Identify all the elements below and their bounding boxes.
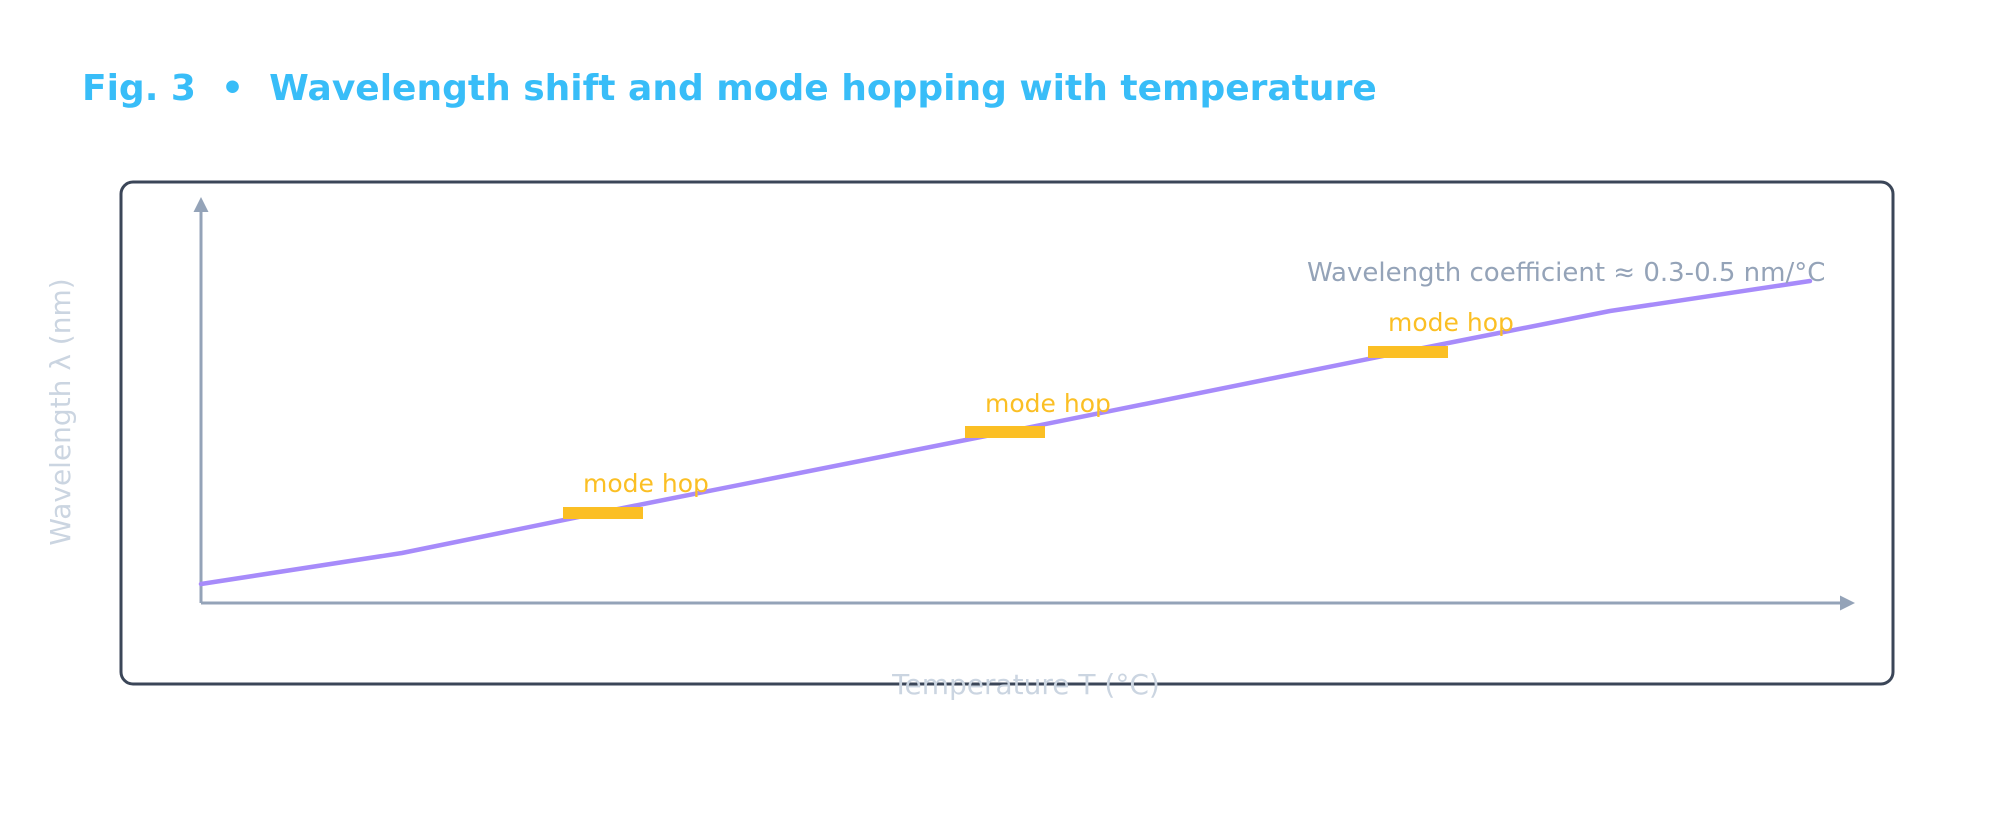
mode-hop-label-1: mode hop: [583, 469, 709, 498]
mode-hop-label-2: mode hop: [985, 389, 1111, 418]
mode-hop-marker-1: [563, 507, 643, 519]
mode-hop-marker-3: [1368, 346, 1448, 358]
mode-hop-marker-2: [965, 426, 1045, 438]
y-axis-label: Wavelength λ (nm): [44, 278, 77, 545]
figure-title: Fig. 3 • Wavelength shift and mode hoppi…: [82, 68, 1377, 109]
coefficient-label: Wavelength coefficient ≈ 0.3-0.5 nm/°C: [1307, 258, 1825, 288]
x-axis-label: Temperature T (°C): [891, 668, 1160, 701]
diagram-frame: [119, 180, 1895, 686]
mode-hop-label-3: mode hop: [1388, 308, 1514, 337]
